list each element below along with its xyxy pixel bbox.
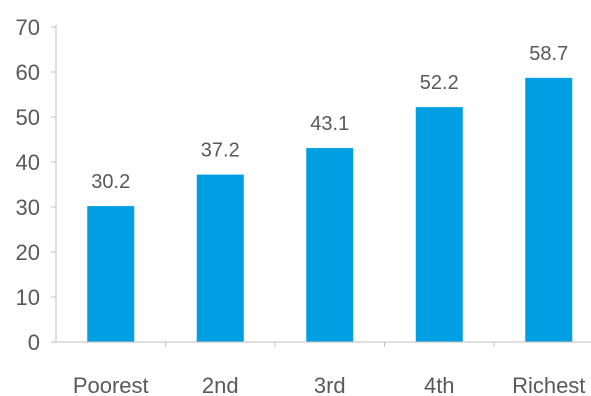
data-label: 58.7 (529, 43, 568, 65)
data-label: 30.2 (91, 171, 130, 193)
category-label: 2nd (202, 373, 239, 396)
data-label: 43.1 (310, 113, 349, 135)
y-tick-label: 50 (16, 105, 40, 130)
bar-4th (415, 107, 463, 342)
data-label: 52.2 (420, 72, 459, 94)
category-label: 3rd (314, 373, 346, 396)
category-label: Poorest (73, 373, 149, 396)
bar-richest (525, 77, 573, 342)
category-label: 4th (424, 373, 455, 396)
y-tick-label: 40 (16, 150, 40, 175)
bar-3rd (306, 148, 354, 342)
y-tick-label: 70 (16, 15, 40, 40)
bars: 30.2 37.2 43.1 52.2 58.7 (87, 43, 573, 342)
y-tick-label: 30 (16, 195, 40, 220)
y-tick-label: 10 (16, 285, 40, 310)
data-label: 37.2 (201, 140, 240, 162)
y-tick-label: 60 (16, 60, 40, 85)
bar-poorest (87, 206, 135, 342)
y-axis: 0 10 20 30 40 50 60 70 (16, 15, 57, 355)
y-tick-label: 0 (28, 330, 40, 355)
bar-2nd (196, 174, 244, 342)
category-label: Richest (512, 373, 585, 396)
x-axis: Poorest 2nd 3rd 4th Richest (56, 341, 591, 396)
y-tick-label: 20 (16, 240, 40, 265)
